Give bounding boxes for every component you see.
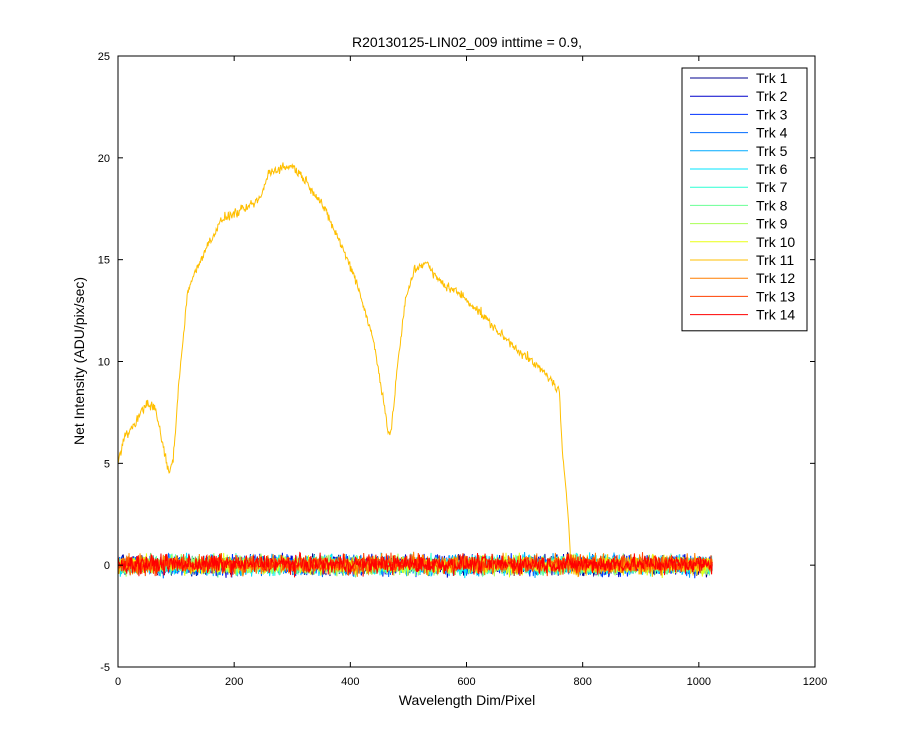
legend-entry-label: Trk 3 bbox=[756, 106, 788, 122]
legend-entry-label: Trk 7 bbox=[756, 179, 788, 195]
x-tick-label: 200 bbox=[225, 676, 243, 688]
y-tick-label: 10 bbox=[98, 357, 110, 369]
y-tick-label: 0 bbox=[104, 560, 110, 572]
legend-entry-label: Trk 6 bbox=[756, 161, 788, 177]
y-tick-label: 15 bbox=[98, 255, 110, 267]
chart-title: R20130125-LIN02_009 inttime = 0.9, bbox=[352, 34, 582, 50]
y-axis: -5 0 5 10 15 20 25 bbox=[98, 51, 815, 674]
series-line-trk-14 bbox=[118, 551, 713, 578]
legend-box bbox=[681, 67, 808, 332]
x-tick-label: 1000 bbox=[687, 676, 711, 688]
legend-entry-label: Trk 10 bbox=[756, 234, 795, 250]
y-tick-label: 20 bbox=[98, 153, 110, 165]
legend-entry-label: Trk 1 bbox=[756, 70, 788, 86]
legend-entry-label: Trk 2 bbox=[756, 88, 788, 104]
legend-entry-label: Trk 5 bbox=[756, 143, 788, 159]
legend-entry-label: Trk 4 bbox=[756, 125, 788, 141]
legend-entry-label: Trk 11 bbox=[756, 252, 794, 268]
y-tick-label: -5 bbox=[100, 662, 110, 674]
legend-entry-label: Trk 14 bbox=[756, 307, 795, 323]
x-tick-label: 0 bbox=[115, 676, 121, 688]
series-layer bbox=[118, 162, 713, 579]
x-tick-label: 400 bbox=[341, 676, 359, 688]
y-axis-label: Net Intensity (ADU/pix/sec) bbox=[71, 277, 87, 445]
legend: Trk 1 Trk 2 Trk 3 Trk 4 Trk 5 Trk 6 Trk 7 Trk 8… bbox=[681, 67, 808, 332]
legend-entry-label: Trk 8 bbox=[756, 197, 788, 213]
x-tick-label: 800 bbox=[573, 676, 591, 688]
x-tick-label: 600 bbox=[457, 676, 475, 688]
y-tick-label: 5 bbox=[104, 458, 110, 470]
series-line-trk-11 bbox=[118, 162, 713, 578]
x-axis: 0 200 400 600 800 1000 1200 bbox=[115, 56, 827, 688]
legend-entry-label: Trk 12 bbox=[756, 270, 795, 286]
x-axis-label: Wavelength Dim/Pixel bbox=[399, 692, 535, 708]
y-tick-label: 25 bbox=[98, 51, 110, 63]
legend-entry-label: Trk 9 bbox=[756, 216, 788, 232]
legend-entry-label: Trk 13 bbox=[756, 288, 795, 304]
x-tick-label: 1200 bbox=[803, 676, 827, 688]
